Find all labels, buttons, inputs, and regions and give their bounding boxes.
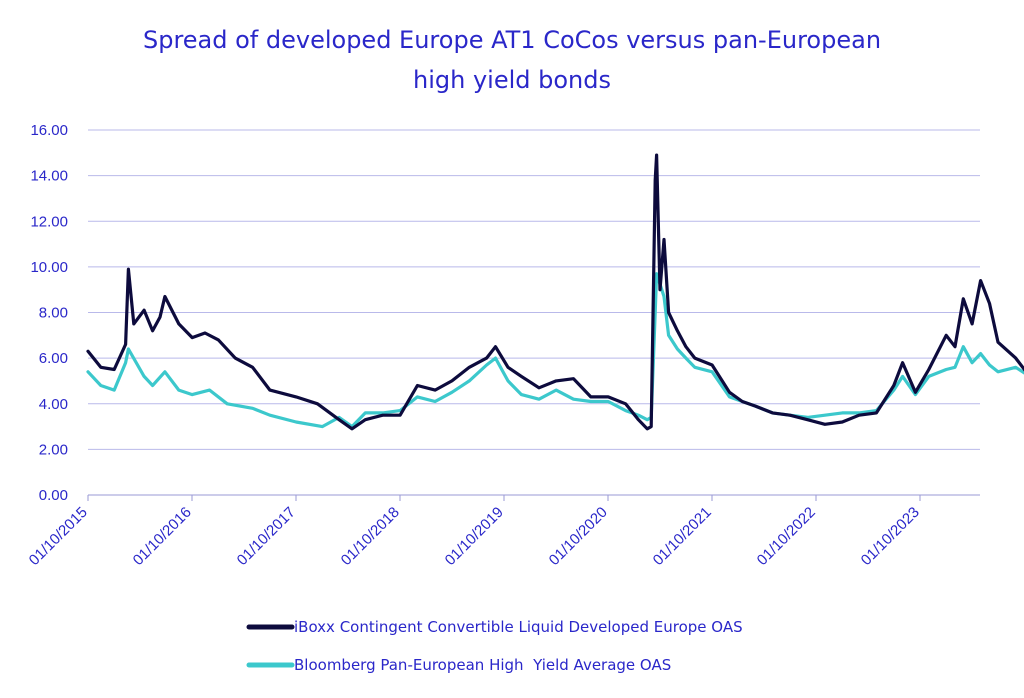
x-tick-label: 01/10/2021 [650, 504, 715, 569]
y-axis-ticks: 0.00 2.00 4.00 6.00 8.00 10.00 12.00 14.00 16.00 [30, 122, 68, 504]
y-tick-label: 16.00 [30, 122, 68, 139]
legend-label: Bloomberg Pan-European High Yield Averag… [294, 656, 671, 674]
x-tick-label: 01/10/2023 [858, 504, 923, 569]
x-tick-label: 01/10/2017 [234, 504, 299, 569]
chart-title-line-2: high yield bonds [413, 66, 611, 94]
x-tick-label: 01/10/2018 [338, 504, 403, 569]
y-tick-label: 10.00 [30, 259, 68, 276]
x-tick-label: 01/10/2015 [26, 504, 91, 569]
y-tick-label: 2.00 [39, 441, 68, 458]
x-axis: 01/10/2015 01/10/2016 01/10/2017 01/10/2018… [26, 494, 980, 569]
legend-label: iBoxx Contingent Convertible Liquid Deve… [294, 618, 743, 636]
legend: iBoxx Contingent Convertible Liquid Deve… [246, 618, 743, 674]
y-tick-label: 6.00 [39, 350, 68, 367]
y-tick-label: 12.00 [30, 213, 68, 230]
x-tick-label: 01/10/2016 [130, 504, 195, 569]
x-tick-label: 01/10/2020 [546, 504, 611, 569]
chart-title: Spread of developed Europe AT1 CoCos ver… [0, 20, 1024, 100]
x-tick-label: 01/10/2019 [442, 504, 507, 569]
series-line-iboxx-coco [86, 153, 1024, 431]
chart-title-line-1: Spread of developed Europe AT1 CoCos ver… [142, 26, 882, 54]
series-lines [86, 153, 1024, 431]
y-tick-label: 14.00 [30, 168, 68, 185]
grid [88, 129, 980, 496]
y-tick-label: 4.00 [39, 396, 68, 413]
x-tick-label: 01/10/2022 [754, 504, 819, 569]
y-tick-label: 8.00 [39, 305, 68, 322]
y-tick-label: 0.00 [39, 487, 68, 504]
